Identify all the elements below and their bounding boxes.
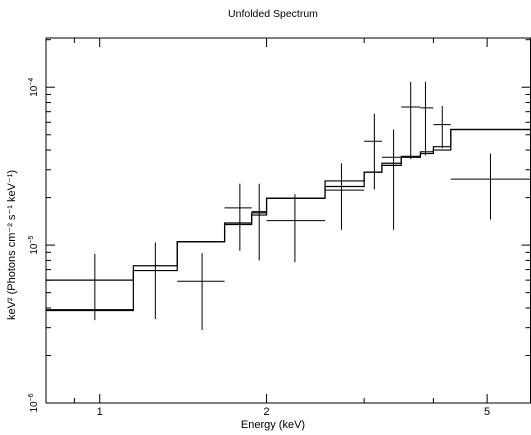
chart-title: Unfolded Spectrum	[228, 8, 318, 20]
y-axis-label: keV² (Photons cm⁻² s⁻¹ keV⁻¹)	[6, 170, 18, 320]
y-tick-label: 10−5	[28, 235, 40, 254]
x-tick-label: 5	[484, 406, 490, 418]
x-axis-label: Energy (keV)	[241, 419, 305, 431]
model-step-line-2	[46, 128, 531, 312]
y-tick-label: 10−4	[28, 78, 40, 97]
x-tick-label: 2	[263, 406, 269, 418]
y-tick-label: 10−6	[28, 393, 40, 412]
plot-area: 1 2 5 10−6 10−5 10−4	[28, 37, 531, 418]
model-step-line-1	[46, 128, 531, 281]
x-tick-label: 1	[97, 406, 103, 418]
